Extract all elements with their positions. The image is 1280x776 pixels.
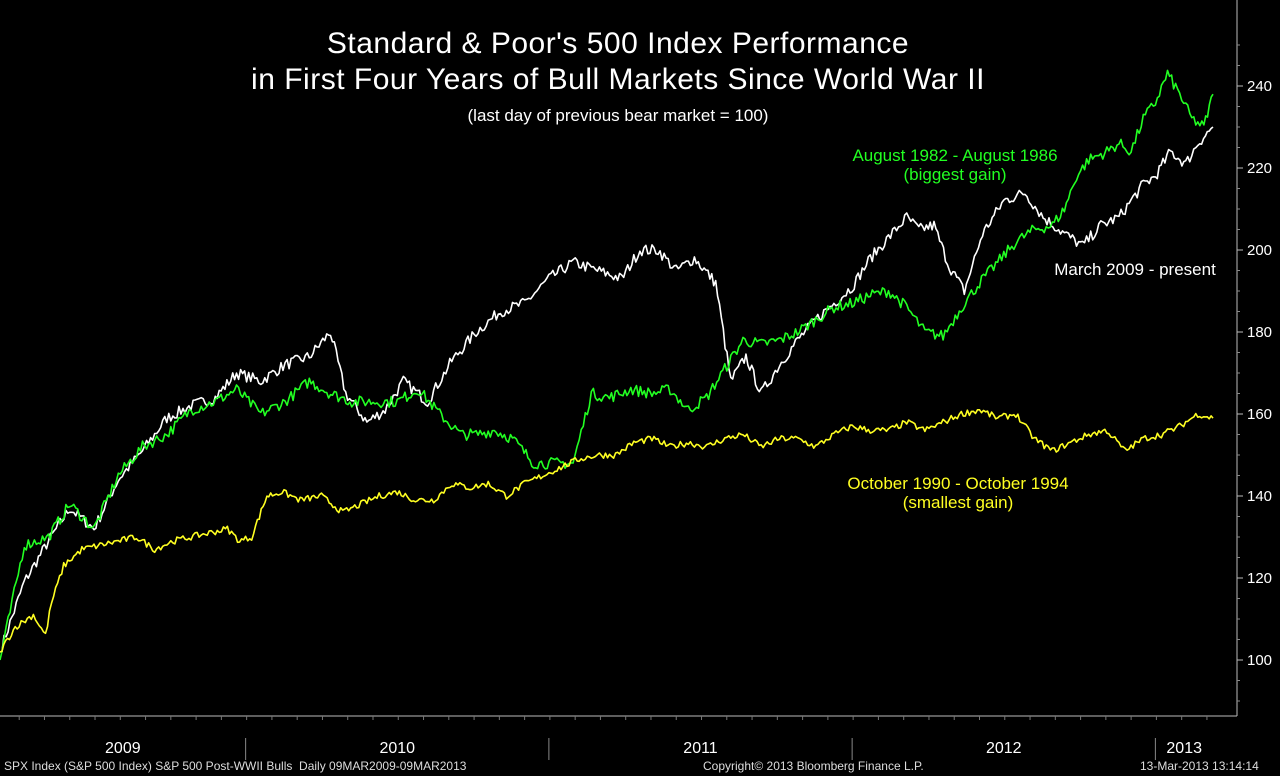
yellow-series-label: October 1990 - October 1994 <box>847 474 1069 493</box>
y-tick-label: 200 <box>1247 242 1272 259</box>
series-line-august-1982-august-1986 <box>0 69 1214 661</box>
y-tick-label: 100 <box>1247 652 1272 669</box>
y-tick-label: 140 <box>1247 488 1272 505</box>
x-tick-label: 2012 <box>986 740 1022 757</box>
yellow-series-annotation: October 1990 - October 1994 (smallest ga… <box>828 474 1088 512</box>
chart-subtitle: (last day of previous bear market = 100) <box>467 106 769 125</box>
footer-source: SPX Index (S&P 500 Index) S&P 500 Post-W… <box>4 759 467 773</box>
x-tick-label: 2010 <box>379 740 415 757</box>
y-tick-label: 240 <box>1247 78 1272 95</box>
y-tick-label: 220 <box>1247 160 1272 177</box>
y-tick-label: 180 <box>1247 324 1272 341</box>
green-series-annotation: August 1982 - August 1986 (biggest gain) <box>830 146 1080 184</box>
white-series-annotation: March 2009 - present <box>1040 260 1230 279</box>
x-tick-label: 2011 <box>683 740 718 757</box>
x-tick-label: 2009 <box>105 740 141 757</box>
yellow-series-note: (smallest gain) <box>902 493 1014 512</box>
series-line-march-2009-present <box>0 126 1214 653</box>
y-tick-label: 160 <box>1247 406 1272 423</box>
series-line-october-1990-october-1994 <box>0 409 1214 653</box>
footer-timestamp: 13-Mar-2013 13:14:14 <box>1140 759 1259 773</box>
chart-title: Standard & Poor's 500 Index Performance <box>326 27 910 60</box>
x-tick-label: 2013 <box>1166 740 1202 757</box>
plot-area <box>0 69 1214 661</box>
green-series-note: (biggest gain) <box>903 165 1007 184</box>
green-series-label: August 1982 - August 1986 <box>852 146 1058 165</box>
axes: 100 120 140 160 180 200 220 240 2009 2010 2011 2012… <box>0 0 1272 760</box>
chart-title-line2: in First Four Years of Bull Markets Sinc… <box>251 63 985 96</box>
y-tick-label: 120 <box>1247 570 1272 587</box>
footer-copyright: Copyright© 2013 Bloomberg Finance L.P. <box>703 759 924 773</box>
white-series-label: March 2009 - present <box>1054 260 1216 279</box>
